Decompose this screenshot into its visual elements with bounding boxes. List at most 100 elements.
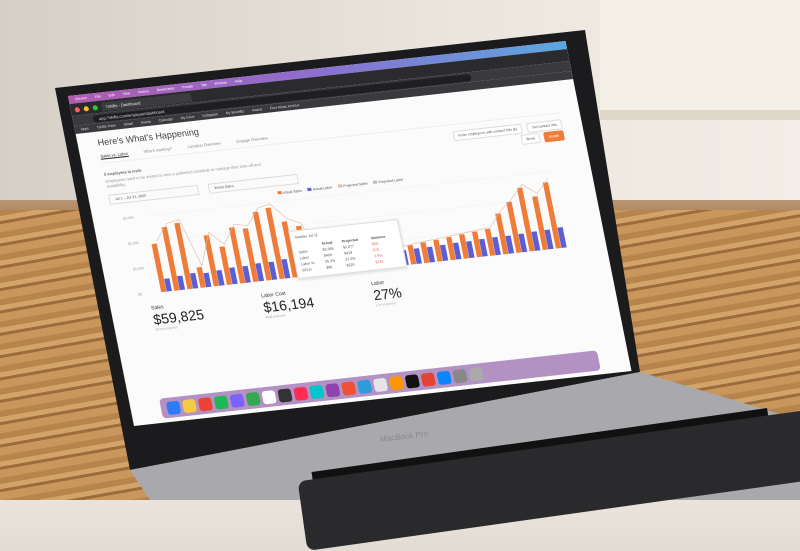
menu-item[interactable]: People — [181, 84, 194, 90]
sales-bar[interactable] — [174, 222, 193, 290]
dock-app-icon[interactable] — [213, 394, 230, 410]
labor-bar[interactable] — [216, 269, 225, 286]
dock-app-icon[interactable] — [372, 377, 389, 392]
dock-app-icon[interactable] — [356, 378, 373, 394]
dock-app-icon[interactable] — [261, 389, 277, 404]
sales-bar[interactable] — [446, 236, 456, 261]
menu-item[interactable]: Window — [214, 80, 228, 86]
sales-bar[interactable] — [495, 213, 509, 255]
tab-3[interactable]: Engage Overview — [235, 135, 269, 144]
bookmark[interactable]: Calendar — [158, 117, 174, 123]
labor-bar[interactable] — [281, 258, 291, 279]
bookmark[interactable]: Instagram — [202, 112, 219, 118]
labor-bar[interactable] — [268, 261, 278, 280]
dashboard-page: Here's What's Happening Sales vs. Labor W… — [76, 79, 615, 342]
dock-app-icon[interactable] — [245, 391, 261, 406]
dock-app-icon[interactable] — [309, 384, 325, 399]
sales-bar[interactable] — [484, 228, 496, 256]
labor-bar[interactable] — [255, 263, 265, 282]
labor-bar[interactable] — [229, 267, 238, 285]
tooltip-cell: SPLH — [301, 267, 312, 273]
menu-item[interactable]: Tab — [200, 82, 208, 88]
maximize-window-button[interactable] — [92, 104, 99, 111]
menu-item[interactable]: Bookmarks — [156, 86, 175, 93]
labor-bar[interactable] — [242, 265, 251, 283]
sales-bar[interactable] — [407, 244, 417, 265]
labor-bar[interactable] — [452, 242, 462, 260]
bookmark[interactable]: 7shifts Tools — [96, 123, 117, 130]
labor-bar[interactable] — [492, 236, 501, 256]
month-toggle[interactable]: Month — [543, 130, 565, 143]
bookmark[interactable]: My Benefits — [225, 109, 245, 116]
labor-bar[interactable] — [466, 241, 475, 259]
gridline — [149, 196, 558, 242]
dock-app-icon[interactable] — [293, 386, 309, 401]
labor-bar[interactable] — [531, 231, 541, 251]
sales-bar[interactable] — [252, 211, 272, 281]
dock-app-icon[interactable] — [324, 382, 341, 397]
sales-bar[interactable] — [219, 246, 233, 285]
sales-bar[interactable] — [516, 187, 535, 252]
dock-app-icon[interactable] — [181, 398, 198, 413]
dock-app-icon[interactable] — [436, 370, 452, 385]
menu-item[interactable]: Edit — [108, 92, 116, 98]
sales-bar[interactable] — [532, 196, 549, 250]
tab-2[interactable]: Location Overview — [187, 140, 221, 150]
sales-bar[interactable] — [161, 226, 180, 291]
y-tick-label: $0 — [138, 292, 143, 296]
labor-bar[interactable] — [505, 235, 515, 254]
labor-bar[interactable] — [203, 272, 212, 288]
labor-bar[interactable] — [557, 227, 567, 248]
menu-item[interactable]: Help — [234, 78, 243, 84]
screen: Chrome File Edit View History Bookmarks People… — [68, 41, 632, 426]
dock-app-icon[interactable] — [197, 396, 214, 412]
menu-item[interactable]: History — [137, 89, 150, 95]
menu-item[interactable]: View — [122, 91, 131, 97]
gridline — [144, 170, 553, 217]
y-tick-label: $3,000 — [123, 216, 134, 221]
dock-app-icon[interactable] — [165, 400, 182, 415]
sales-bar[interactable] — [242, 228, 259, 282]
labor-bar[interactable] — [177, 275, 186, 291]
sales-bar[interactable] — [203, 235, 220, 287]
bookmark[interactable]: Apps — [80, 126, 90, 132]
sales-bar[interactable] — [265, 207, 285, 280]
sales-bar[interactable] — [228, 227, 246, 284]
menu-item[interactable]: File — [94, 94, 102, 100]
labor-bar[interactable] — [413, 248, 422, 264]
sales-bar[interactable] — [196, 266, 206, 288]
sales-bar[interactable] — [433, 239, 443, 262]
tab-0[interactable]: Sales vs. Labor — [99, 150, 129, 160]
sales-bar[interactable] — [542, 182, 562, 249]
dock-app-icon[interactable] — [340, 380, 357, 396]
bookmark[interactable]: My Drive — [180, 114, 195, 121]
labor-bar[interactable] — [164, 278, 172, 292]
sales-bar[interactable] — [420, 242, 430, 264]
sales-bar[interactable] — [458, 234, 470, 259]
labor-bar[interactable] — [518, 233, 528, 253]
tooltip-cell: $98 — [325, 265, 333, 270]
minimize-window-button[interactable] — [83, 105, 90, 112]
week-toggle[interactable]: Week — [520, 132, 542, 145]
sales-bar[interactable] — [471, 231, 483, 258]
labor-bar[interactable] — [439, 244, 449, 262]
menu-item[interactable]: Chrome — [74, 95, 88, 102]
dock-app-icon[interactable] — [404, 373, 421, 389]
bookmark[interactable]: Asana — [140, 119, 152, 125]
bookmark[interactable]: Asana — [251, 107, 263, 113]
dock-app-icon[interactable] — [452, 368, 468, 383]
labor-bar[interactable] — [426, 246, 436, 263]
close-window-button[interactable] — [74, 106, 81, 113]
sales-bar[interactable] — [151, 243, 167, 293]
bookmark[interactable]: Gmail — [123, 121, 134, 127]
labor-bar[interactable] — [544, 229, 554, 250]
tab-1[interactable]: Who's working? — [143, 145, 173, 155]
labor-bar[interactable] — [479, 238, 488, 257]
dock-app-icon[interactable] — [277, 387, 293, 403]
labor-bar[interactable] — [189, 272, 199, 289]
dock-app-icon[interactable] — [229, 393, 245, 408]
dock-app-icon[interactable] — [468, 366, 484, 382]
sales-bar[interactable] — [506, 201, 522, 253]
dock-app-icon[interactable] — [388, 375, 405, 390]
dock-app-icon[interactable] — [420, 371, 436, 387]
